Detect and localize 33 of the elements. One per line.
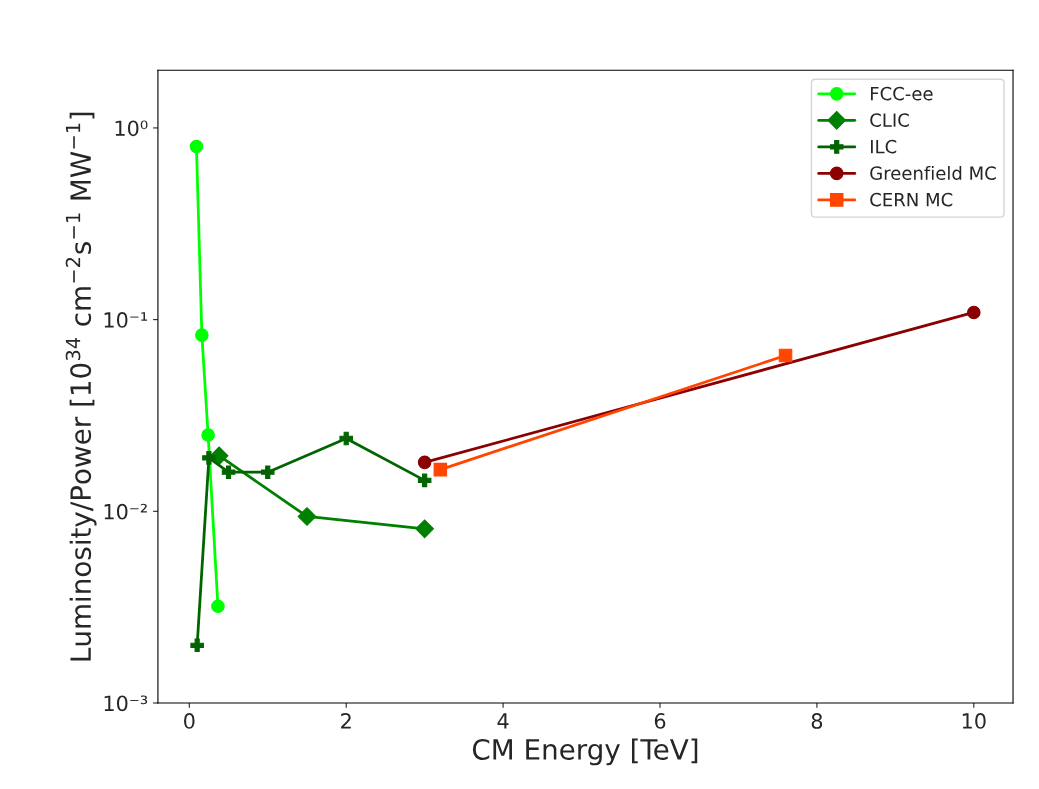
legend-label: CLIC: [870, 113, 909, 127]
point: [260, 465, 275, 479]
y-tick-label: 10⁰: [115, 120, 148, 137]
x-tick-label: 0: [184, 713, 195, 729]
x-tick-label: 8: [811, 713, 823, 729]
point: [339, 431, 353, 446]
legend-label: Greenfield MC: [870, 165, 996, 180]
point: [211, 599, 225, 613]
x-tick-label: 4: [497, 713, 509, 729]
legend-label: FCC-ee: [870, 86, 933, 101]
y-tick-label: 10⁻²: [104, 503, 147, 520]
point: [417, 455, 432, 470]
point: [417, 473, 432, 488]
x-axis-title: CM Energy [TeV]: [472, 738, 698, 766]
point: [190, 638, 204, 653]
legend-label: ILC: [870, 139, 897, 154]
point: [202, 451, 216, 465]
point: [967, 305, 981, 320]
legend-label: CERN MC: [870, 192, 953, 207]
point: [195, 328, 209, 342]
point: [778, 348, 793, 363]
y-tick-label: 10⁻¹: [104, 312, 148, 328]
text: Luminosity/Power [10$^{34}$ cm$^{−2}$s$^{−1}$ MW$^{−1}$]: [65, 112, 97, 661]
point: [201, 428, 215, 442]
point: [415, 519, 435, 539]
x-tick-label: 10: [962, 713, 986, 729]
point: [297, 507, 317, 526]
x-tick-label: 2: [341, 713, 351, 729]
point: [433, 462, 448, 477]
point: [189, 139, 204, 154]
point: [221, 465, 236, 479]
y-tick-label: 10⁻³: [104, 695, 148, 712]
x-tick-label: 6: [654, 713, 666, 729]
